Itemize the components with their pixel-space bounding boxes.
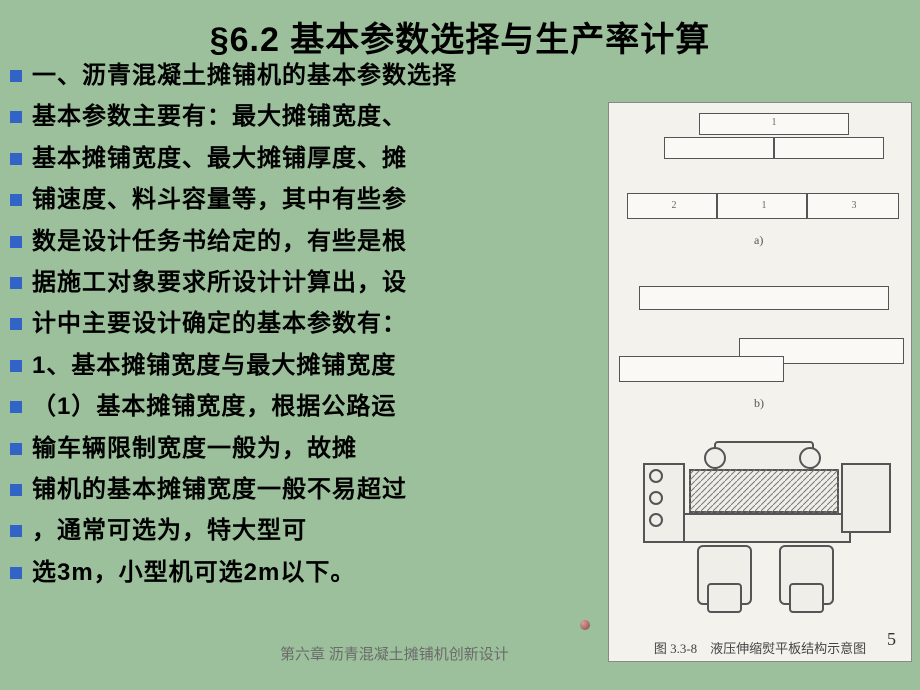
diagram-figure: 2 1 3 2 1 3 a) b) <box>608 102 912 662</box>
panel-label: a) <box>754 233 763 248</box>
bullet-line: 输车辆限制宽度一般为，故摊 <box>4 433 604 465</box>
footer-text: 第六章 沥青混凝土摊铺机创新设计 <box>280 643 509 664</box>
bullet-line: 一、沥青混凝土摊铺机的基本参数选择 <box>4 60 604 92</box>
diagram-panel-a: 2 1 3 2 1 3 a) <box>609 103 911 268</box>
panel-label: b) <box>754 396 764 411</box>
bullet-line: 基本参数主要有：最大摊铺宽度、 <box>4 101 604 133</box>
bullet-line: 数是设计任务书给定的，有些是根 <box>4 226 604 258</box>
bullet-line: （1）基本摊铺宽度，根据公路运 <box>4 391 604 423</box>
line-text: 选3m，小型机可选2m以下。 <box>32 557 355 589</box>
bar-label: 2 <box>664 200 684 211</box>
bullet-icon <box>10 401 22 413</box>
diagram-panel-b: b) <box>609 268 911 428</box>
line-text: 基本参数主要有：最大摊铺宽度、 <box>32 101 407 133</box>
hatch-icon <box>689 469 839 513</box>
bullet-line: 计中主要设计确定的基本参数有： <box>4 308 604 340</box>
bullet-line: 基本摊铺宽度、最大摊铺厚度、摊 <box>4 143 604 175</box>
bullet-icon <box>10 318 22 330</box>
bullet-line: 1、基本摊铺宽度与最大摊铺宽度 <box>4 350 604 382</box>
line-text: 基本摊铺宽度、最大摊铺厚度、摊 <box>32 143 407 175</box>
line-text: 1、基本摊铺宽度与最大摊铺宽度 <box>32 350 396 382</box>
line-text: 据施工对象要求所设计计算出，设 <box>32 267 407 299</box>
slide-title: §6.2 基本参数选择与生产率计算 <box>0 12 920 61</box>
bullet-line: 据施工对象要求所设计计算出，设 <box>4 267 604 299</box>
bar-label: 1 <box>764 117 784 128</box>
bullet-icon <box>10 111 22 123</box>
decorative-dot-icon <box>580 620 590 630</box>
line-text: 铺机的基本摊铺宽度一般不易超过 <box>32 474 407 506</box>
line-text: 输车辆限制宽度一般为，故摊 <box>32 433 357 465</box>
bar-label: 3 <box>844 200 864 211</box>
bullet-icon <box>10 70 22 82</box>
body-text: 一、沥青混凝土摊铺机的基本参数选择 基本参数主要有：最大摊铺宽度、 基本摊铺宽度… <box>4 60 604 598</box>
bar <box>774 137 884 159</box>
bullet-icon <box>10 360 22 372</box>
bar <box>664 137 774 159</box>
diagram-panel-c <box>609 433 911 633</box>
page-number: 5 <box>887 629 896 650</box>
bullet-line: 选3m，小型机可选2m以下。 <box>4 557 604 589</box>
bullet-icon <box>10 277 22 289</box>
line-text: （1）基本摊铺宽度，根据公路运 <box>32 391 396 423</box>
figure-caption: 图 3.3-8 液压伸缩熨平板结构示意图 <box>609 638 911 657</box>
bullet-icon <box>10 194 22 206</box>
line-text: 数是设计任务书给定的，有些是根 <box>32 226 407 258</box>
bullet-line: 铺速度、料斗容量等，其中有些参 <box>4 184 604 216</box>
bullet-icon <box>10 236 22 248</box>
line-text: 一、沥青混凝土摊铺机的基本参数选择 <box>32 60 457 92</box>
slide: §6.2 基本参数选择与生产率计算 一、沥青混凝土摊铺机的基本参数选择 基本参数… <box>0 0 920 690</box>
bullet-line: 铺机的基本摊铺宽度一般不易超过 <box>4 474 604 506</box>
line-text: ，通常可选为，特大型可 <box>32 515 307 547</box>
bullet-line: ，通常可选为，特大型可 <box>4 515 604 547</box>
bullet-icon <box>10 443 22 455</box>
bullet-icon <box>10 153 22 165</box>
bullet-icon <box>10 484 22 496</box>
bar-label: 1 <box>754 200 774 211</box>
bar <box>639 286 889 310</box>
bullet-icon <box>10 525 22 537</box>
bar <box>619 356 784 382</box>
line-text: 铺速度、料斗容量等，其中有些参 <box>32 184 407 216</box>
bullet-icon <box>10 567 22 579</box>
line-text: 计中主要设计确定的基本参数有： <box>32 308 407 340</box>
